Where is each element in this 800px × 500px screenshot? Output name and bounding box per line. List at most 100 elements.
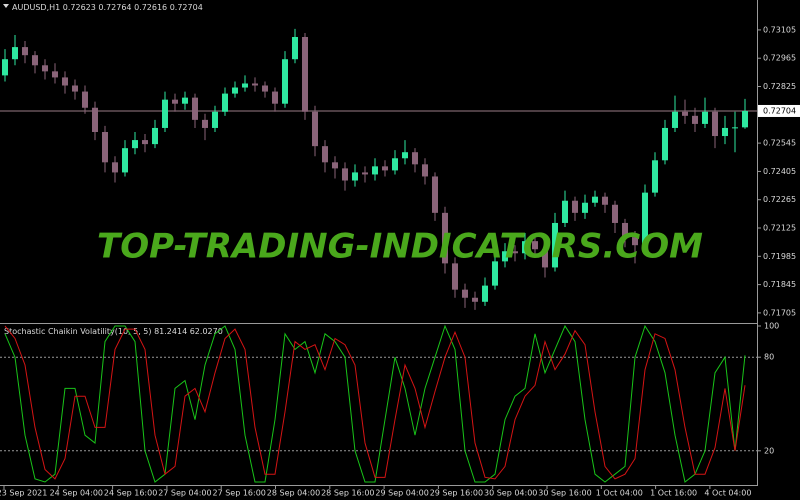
indicator-signal: 62.0270	[190, 327, 223, 336]
candle-body	[512, 251, 518, 254]
candle-body	[262, 85, 268, 92]
x-tick-label: 28 Sep 04:00	[267, 489, 320, 498]
candle-body	[172, 99, 178, 104]
candle-body	[72, 85, 78, 92]
last-price-box	[758, 104, 800, 117]
candle-body	[312, 111, 318, 147]
candle-body	[462, 289, 468, 298]
chart-header: AUDUSD,H1 0.72623 0.72764 0.72616 0.7270…	[12, 3, 203, 12]
x-tick-label: 27 Sep 04:00	[158, 489, 211, 498]
candle-body	[122, 148, 128, 173]
candle-body	[282, 59, 288, 104]
candle-body	[712, 111, 718, 137]
x-tick-label: 27 Sep 16:00	[212, 489, 265, 498]
candle-body	[412, 152, 418, 165]
candle-body	[32, 55, 38, 66]
ohlc-high: 0.72764	[98, 3, 131, 12]
candle-body	[142, 140, 148, 145]
x-tick-label: 30 Sep 04:00	[484, 489, 537, 498]
x-tick-label: 30 Sep 16:00	[538, 489, 591, 498]
candle-body	[522, 241, 528, 254]
x-tick-label: 29 Sep 04:00	[375, 489, 428, 498]
candle-body	[702, 111, 708, 124]
candle-body	[292, 36, 298, 60]
candle-body	[552, 222, 558, 268]
indicator-line	[4, 324, 746, 483]
y-tick-label: 0.72545	[763, 139, 796, 148]
candle-body	[372, 166, 378, 175]
candle-body	[252, 83, 258, 86]
candle-body	[232, 87, 238, 94]
candle-body	[422, 164, 428, 177]
candle-body	[352, 172, 358, 181]
y-tick-label: 0.72965	[763, 54, 796, 63]
last-price-label: 0.72704	[763, 106, 796, 115]
candle-body	[592, 196, 598, 203]
candle-body	[562, 200, 568, 223]
y-tick-label: 0.72405	[763, 167, 796, 176]
candle-body	[742, 110, 748, 128]
candle-body	[2, 59, 8, 76]
candle-body	[662, 127, 668, 161]
x-tick-label: 4 Oct 04:00	[704, 489, 751, 498]
candle-body	[152, 127, 158, 145]
y-tick-label: 0.71985	[763, 252, 796, 261]
candle-body	[692, 115, 698, 124]
candle-body	[342, 168, 348, 181]
x-tick-label: 23 Sep 2021	[0, 489, 47, 498]
candle-body	[332, 162, 338, 169]
candle-body	[612, 204, 618, 223]
candle-body	[622, 222, 628, 238]
candle-body	[212, 111, 218, 128]
candle-body	[302, 36, 308, 112]
candle-body	[642, 192, 648, 246]
candle-body	[402, 152, 408, 159]
candle-body	[82, 91, 88, 108]
watermark: TOP-TRADING-INDICATORS.COM	[97, 227, 703, 267]
candle-body	[632, 237, 638, 246]
candle-body	[682, 111, 688, 116]
candle-body	[492, 261, 498, 286]
candle-body	[12, 47, 18, 60]
y-tick-label: 0.73105	[763, 25, 796, 34]
candle-body	[242, 83, 248, 88]
y-tick-label: 20	[764, 446, 774, 455]
candle-body	[22, 47, 28, 56]
x-tick-label: 1 Oct 16:00	[650, 489, 697, 498]
indicator-header: Stochastic Chaikin Volatility(10, 5, 5) …	[4, 327, 223, 336]
ohlc-low: 0.72616	[134, 3, 167, 12]
candle-body	[722, 127, 728, 137]
x-tick-label: 24 Sep 04:00	[50, 489, 103, 498]
candle-body	[322, 146, 328, 163]
candle-body	[602, 196, 608, 205]
y-tick-label: 0.72265	[763, 195, 796, 204]
y-tick-label: 80	[764, 353, 774, 362]
indicator-line	[4, 325, 746, 480]
candle-body	[162, 99, 168, 128]
candle-body	[582, 202, 588, 213]
candle-body	[62, 77, 68, 86]
candle-body	[192, 97, 198, 120]
symbol: AUDUSD,H1	[12, 3, 60, 12]
candle-body	[52, 71, 58, 78]
candle-body	[432, 176, 438, 213]
indicator-title: Stochastic Chaikin Volatility(10, 5, 5)	[4, 327, 152, 336]
y-tick-label: 0.72125	[763, 224, 796, 233]
candle-body	[272, 91, 278, 104]
candle-body	[222, 93, 228, 112]
candle-body	[482, 285, 488, 302]
candle-body	[382, 166, 388, 171]
y-tick-label: 0.72825	[763, 82, 796, 91]
symbol-icon	[3, 4, 9, 8]
candle-body	[362, 172, 368, 175]
candle-body	[132, 140, 138, 149]
candle-body	[42, 65, 48, 72]
candle-body	[532, 241, 538, 250]
x-tick-label: 28 Sep 16:00	[321, 489, 374, 498]
candle-body	[732, 127, 738, 129]
x-tick-label: 29 Sep 16:00	[430, 489, 483, 498]
candle-body	[202, 119, 208, 128]
candle-body	[672, 111, 678, 128]
candle-body	[392, 158, 398, 171]
